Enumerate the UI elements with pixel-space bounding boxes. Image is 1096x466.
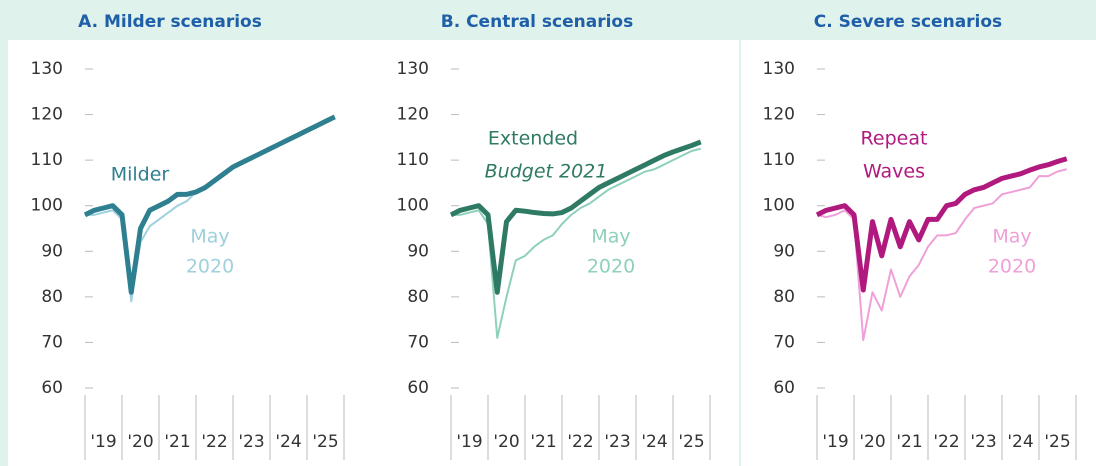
x-tick-label: '21 [896,432,922,452]
series-label: May [992,226,1031,248]
y-tick-label: 70 [407,332,429,352]
series-label: Budget 2021 [485,161,608,183]
y-tick-label: 110 [397,150,429,170]
x-tick-label: '22 [201,432,227,452]
y-tick-label: 90 [41,241,63,261]
series-line [815,156,1068,293]
x-tick-label: '20 [859,432,885,452]
x-tick-label: '20 [493,432,519,452]
series-label: 2020 [988,256,1036,278]
y-tick-label: 70 [773,332,795,352]
x-tick-label: '23 [970,432,996,452]
panel-title: C. Severe scenarios [814,12,1002,32]
y-tick-label: 120 [31,105,63,125]
y-tick-label: 90 [407,241,429,261]
series-label: 2020 [587,256,635,278]
y-tick-label: 90 [773,241,795,261]
x-tick-label: '25 [312,432,338,452]
x-tick-label: '21 [164,432,190,452]
y-tick-label: 100 [397,196,429,216]
plot-background [8,40,1096,466]
x-tick-label: '24 [1007,432,1033,452]
x-tick-label: '25 [1044,432,1070,452]
y-tick-label: 100 [31,196,63,216]
series-label: Extended [488,128,578,150]
x-tick-label: '20 [127,432,153,452]
y-tick-label: 70 [41,332,63,352]
y-tick-label: 120 [763,105,795,125]
y-tick-label: 80 [41,287,63,307]
x-tick-label: '19 [90,432,116,452]
series-label: Repeat [861,128,928,150]
y-tick-label: 60 [41,378,63,398]
x-tick-label: '24 [275,432,301,452]
series-line [449,139,702,295]
y-tick-label: 60 [773,378,795,398]
y-tick-label: 130 [397,59,429,79]
panel-title: A. Milder scenarios [78,12,262,32]
x-tick-label: '23 [238,432,264,452]
y-tick-label: 110 [31,150,63,170]
x-tick-label: '22 [933,432,959,452]
x-tick-label: '19 [822,432,848,452]
series-label: May [190,226,229,248]
series-line [451,147,701,339]
x-tick-label: '23 [604,432,630,452]
series-label: Milder [111,164,170,186]
x-tick-label: '25 [678,432,704,452]
y-tick-label: 110 [763,150,795,170]
y-tick-label: 80 [773,287,795,307]
y-tick-label: 130 [31,59,63,79]
x-tick-label: '21 [530,432,556,452]
y-tick-label: 80 [407,287,429,307]
y-tick-label: 60 [407,378,429,398]
series-label: Waves [863,161,925,183]
x-tick-label: '22 [567,432,593,452]
series-label: May [591,226,630,248]
y-tick-label: 120 [397,105,429,125]
x-tick-label: '19 [456,432,482,452]
series-line [816,168,1067,342]
series-line [83,114,336,295]
x-tick-label: '24 [641,432,667,452]
y-tick-label: 130 [763,59,795,79]
y-tick-label: 100 [763,196,795,216]
panel-title: B. Central scenarios [441,12,633,32]
series-label: 2020 [186,256,234,278]
